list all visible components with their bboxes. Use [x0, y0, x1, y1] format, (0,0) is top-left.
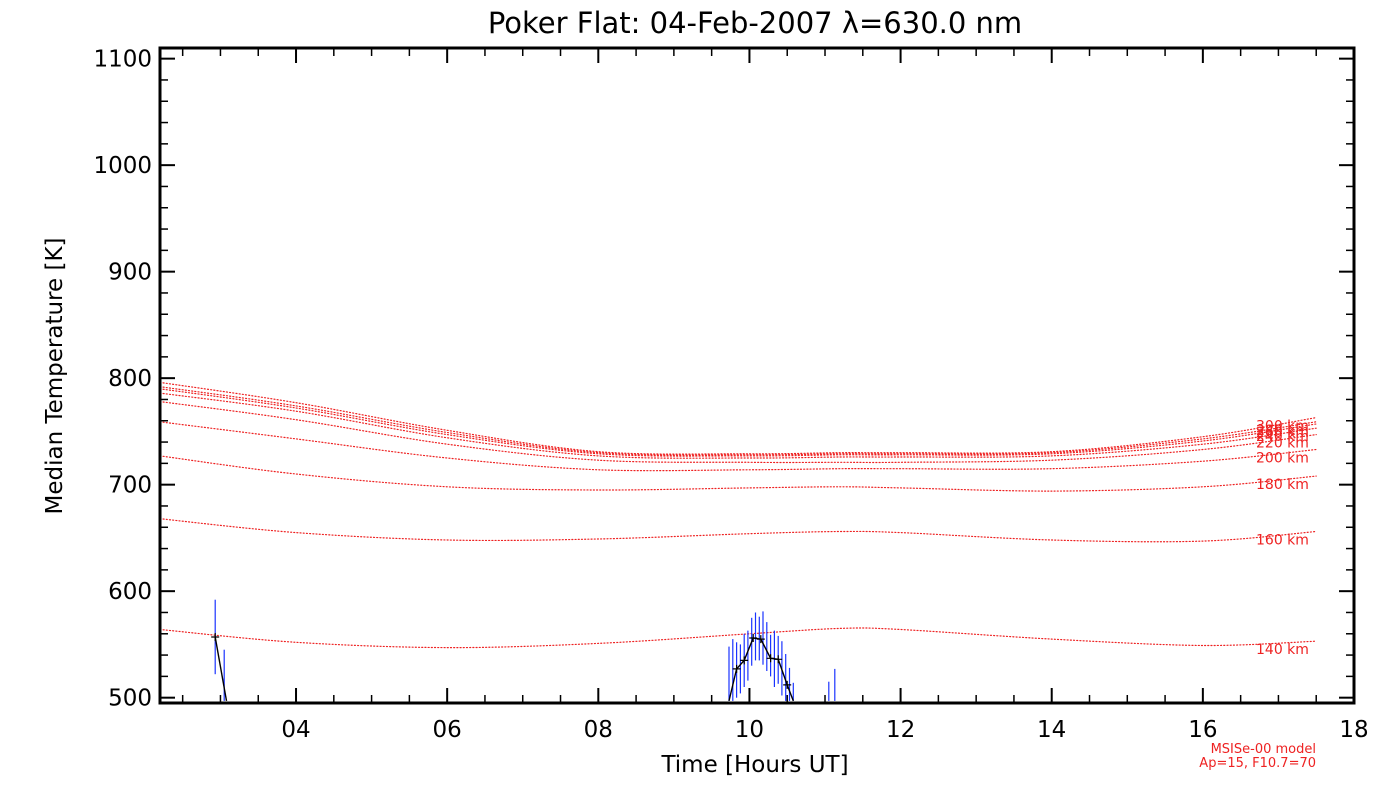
model-label-140km: 140 km [1256, 642, 1309, 658]
model-curve-300km [159, 381, 1317, 455]
model-note-line-1: MSISe-00 model [1211, 742, 1316, 757]
model-label-260km: 260 km [1256, 425, 1309, 441]
model-curve-160km [159, 518, 1317, 543]
model-label-240km: 240 km [1256, 429, 1309, 445]
model-label-160km: 160 km [1256, 533, 1309, 549]
x-axis-label: Time [Hours UT] [660, 752, 848, 778]
y-tick-label: 1100 [93, 47, 152, 73]
data-point-segment-2-1 [732, 664, 741, 673]
y-tick-label: 700 [108, 473, 152, 499]
model-label-300km: 300 km [1256, 419, 1309, 435]
data-point-segment-2-3 [749, 634, 758, 642]
chart-title: Poker Flat: 04-Feb-2007 λ=630.0 nm [488, 6, 1022, 40]
x-tick-label: 12 [886, 717, 915, 743]
x-tick-label: 08 [584, 717, 613, 743]
x-tick-label: 14 [1037, 717, 1066, 743]
data-point-segment-2-5 [766, 654, 775, 663]
x-tick-label: 06 [433, 717, 462, 743]
model-curve-240km [159, 392, 1317, 459]
model-curves [159, 381, 1317, 649]
axis-ticks: 04 06 08 10 12 14 16 18 500 600 700 800 900 1000 1100 [93, 47, 1368, 743]
y-tick-label: 900 [108, 260, 152, 286]
data-point-segment-2-2 [740, 656, 749, 665]
model-label-180km: 180 km [1256, 477, 1309, 493]
model-curve-220km [159, 401, 1317, 464]
model-note-line-2: Ap=15, F10.7=70 [1199, 756, 1316, 771]
data-point-segment-2-7 [783, 680, 792, 689]
model-label-200km: 200 km [1256, 451, 1309, 467]
data-series [211, 633, 794, 702]
model-curve-200km [159, 421, 1317, 472]
error-bars [214, 599, 836, 701]
y-tick-label: 800 [108, 366, 152, 392]
data-line-segment-1 [214, 636, 228, 702]
model-label-220km: 220 km [1256, 436, 1309, 452]
plot-frame [158, 46, 1356, 705]
data-point-segment-1-0 [211, 633, 220, 641]
x-tick-label: 04 [281, 717, 310, 743]
model-curve-180km [159, 455, 1317, 492]
x-tick-label: 16 [1188, 717, 1217, 743]
model-label-280km: 280 km [1256, 423, 1309, 439]
y-tick-label: 600 [108, 579, 152, 605]
x-tick-label: 10 [735, 717, 764, 743]
x-tick-label: 18 [1339, 717, 1368, 743]
y-tick-label: 1000 [93, 153, 152, 179]
model-curve-140km [159, 627, 1317, 649]
data-point-segment-2-6 [774, 655, 783, 664]
y-tick-label: 500 [108, 686, 152, 712]
y-axis-label: Median Temperature [K] [42, 238, 68, 515]
model-curve-280km [159, 386, 1317, 456]
model-curve-260km [159, 388, 1317, 457]
data-point-segment-2-4 [756, 635, 765, 644]
